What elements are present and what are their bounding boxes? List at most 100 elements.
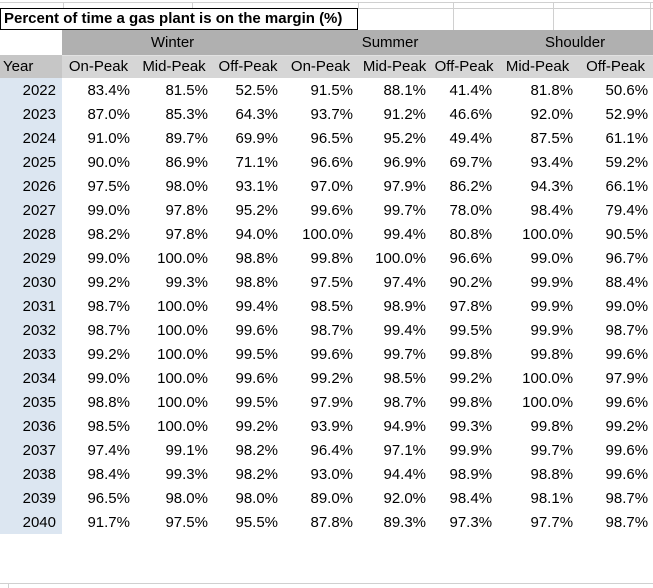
data-cell[interactable]: 61.1% (578, 126, 653, 150)
data-cell[interactable]: 99.4% (213, 294, 284, 318)
group-header-summer[interactable]: Summer (283, 30, 498, 56)
column-header-shoulder-off-peak[interactable]: Off-Peak (578, 55, 653, 78)
data-cell[interactable]: 98.2% (62, 222, 135, 246)
column-header-summer-mid-peak[interactable]: Mid-Peak (358, 55, 432, 78)
year-cell[interactable]: 2031 (0, 294, 62, 318)
data-cell[interactable]: 98.4% (431, 486, 498, 510)
data-cell[interactable]: 79.4% (578, 198, 653, 222)
data-cell[interactable]: 98.8% (62, 390, 135, 414)
year-cell[interactable]: 2028 (0, 222, 62, 246)
data-cell[interactable]: 99.9% (497, 294, 579, 318)
data-cell[interactable]: 99.0% (578, 294, 653, 318)
data-cell[interactable]: 98.7% (578, 318, 653, 342)
data-cell[interactable]: 99.2% (431, 366, 498, 390)
data-cell[interactable]: 100.0% (497, 390, 579, 414)
data-cell[interactable]: 97.5% (135, 510, 213, 534)
data-cell[interactable]: 97.5% (62, 174, 135, 198)
data-cell[interactable]: 99.8% (283, 246, 359, 270)
data-cell[interactable]: 99.0% (497, 246, 579, 270)
data-cell[interactable]: 99.8% (497, 414, 579, 438)
data-cell[interactable]: 97.9% (358, 174, 432, 198)
data-cell[interactable]: 98.7% (578, 486, 653, 510)
data-cell[interactable]: 98.5% (358, 366, 432, 390)
data-cell[interactable]: 93.1% (213, 174, 284, 198)
year-cell[interactable]: 2024 (0, 126, 62, 150)
data-cell[interactable]: 93.4% (497, 150, 579, 174)
data-cell[interactable]: 64.3% (213, 102, 284, 126)
data-cell[interactable]: 41.4% (431, 78, 498, 102)
data-cell[interactable]: 99.9% (497, 318, 579, 342)
data-cell[interactable]: 97.4% (358, 270, 432, 294)
data-cell[interactable]: 99.0% (62, 366, 135, 390)
data-cell[interactable]: 98.7% (62, 294, 135, 318)
data-cell[interactable]: 95.2% (358, 126, 432, 150)
data-cell[interactable]: 94.4% (358, 462, 432, 486)
data-cell[interactable]: 81.5% (135, 78, 213, 102)
data-cell[interactable]: 85.3% (135, 102, 213, 126)
data-cell[interactable]: 99.5% (213, 390, 284, 414)
data-cell[interactable]: 87.0% (62, 102, 135, 126)
data-cell[interactable]: 98.5% (283, 294, 359, 318)
year-cell[interactable]: 2029 (0, 246, 62, 270)
data-cell[interactable]: 99.7% (497, 438, 579, 462)
data-cell[interactable]: 98.0% (135, 174, 213, 198)
column-header-summer-off-peak[interactable]: Off-Peak (431, 55, 498, 78)
data-cell[interactable]: 96.6% (431, 246, 498, 270)
data-cell[interactable]: 99.3% (431, 414, 498, 438)
data-cell[interactable]: 99.7% (358, 342, 432, 366)
data-cell[interactable]: 96.9% (358, 150, 432, 174)
data-cell[interactable]: 97.9% (283, 390, 359, 414)
data-cell[interactable]: 99.6% (578, 342, 653, 366)
year-cell[interactable]: 2037 (0, 438, 62, 462)
data-cell[interactable]: 100.0% (283, 222, 359, 246)
data-cell[interactable]: 49.4% (431, 126, 498, 150)
column-header-year[interactable]: Year (0, 55, 62, 78)
data-cell[interactable]: 100.0% (358, 246, 432, 270)
year-cell[interactable]: 2034 (0, 366, 62, 390)
data-cell[interactable]: 91.2% (358, 102, 432, 126)
data-cell[interactable]: 99.5% (431, 318, 498, 342)
data-cell[interactable]: 93.9% (283, 414, 359, 438)
data-cell[interactable]: 100.0% (135, 414, 213, 438)
data-cell[interactable]: 90.0% (62, 150, 135, 174)
data-cell[interactable]: 98.7% (358, 390, 432, 414)
data-cell[interactable]: 99.3% (135, 462, 213, 486)
data-cell[interactable]: 91.5% (283, 78, 359, 102)
data-cell[interactable]: 98.2% (213, 438, 284, 462)
data-cell[interactable]: 97.4% (62, 438, 135, 462)
data-cell[interactable]: 99.4% (358, 318, 432, 342)
data-cell[interactable]: 52.5% (213, 78, 284, 102)
column-header-winter-off-peak[interactable]: Off-Peak (213, 55, 284, 78)
data-cell[interactable]: 52.9% (578, 102, 653, 126)
data-cell[interactable]: 66.1% (578, 174, 653, 198)
year-cell[interactable]: 2036 (0, 414, 62, 438)
year-cell[interactable]: 2040 (0, 510, 62, 534)
data-cell[interactable]: 97.9% (578, 366, 653, 390)
data-cell[interactable]: 93.0% (283, 462, 359, 486)
year-cell[interactable]: 2027 (0, 198, 62, 222)
year-cell[interactable]: 2022 (0, 78, 62, 102)
data-cell[interactable]: 87.8% (283, 510, 359, 534)
data-cell[interactable]: 96.6% (283, 150, 359, 174)
year-cell[interactable]: 2026 (0, 174, 62, 198)
data-cell[interactable]: 88.1% (358, 78, 432, 102)
data-cell[interactable]: 100.0% (497, 222, 579, 246)
data-cell[interactable]: 92.0% (497, 102, 579, 126)
data-cell[interactable]: 99.9% (497, 270, 579, 294)
data-cell[interactable]: 98.8% (213, 270, 284, 294)
data-cell[interactable]: 99.5% (213, 342, 284, 366)
data-cell[interactable]: 99.9% (431, 438, 498, 462)
data-cell[interactable]: 100.0% (135, 366, 213, 390)
data-cell[interactable]: 86.2% (431, 174, 498, 198)
data-cell[interactable]: 89.7% (135, 126, 213, 150)
data-cell[interactable]: 98.9% (358, 294, 432, 318)
data-cell[interactable]: 98.1% (497, 486, 579, 510)
data-cell[interactable]: 94.3% (497, 174, 579, 198)
data-cell[interactable]: 99.0% (62, 246, 135, 270)
data-cell[interactable]: 89.3% (358, 510, 432, 534)
data-cell[interactable]: 97.8% (135, 222, 213, 246)
data-cell[interactable]: 100.0% (135, 342, 213, 366)
data-cell[interactable]: 98.7% (62, 318, 135, 342)
year-cell[interactable]: 2035 (0, 390, 62, 414)
data-cell[interactable]: 99.3% (135, 270, 213, 294)
